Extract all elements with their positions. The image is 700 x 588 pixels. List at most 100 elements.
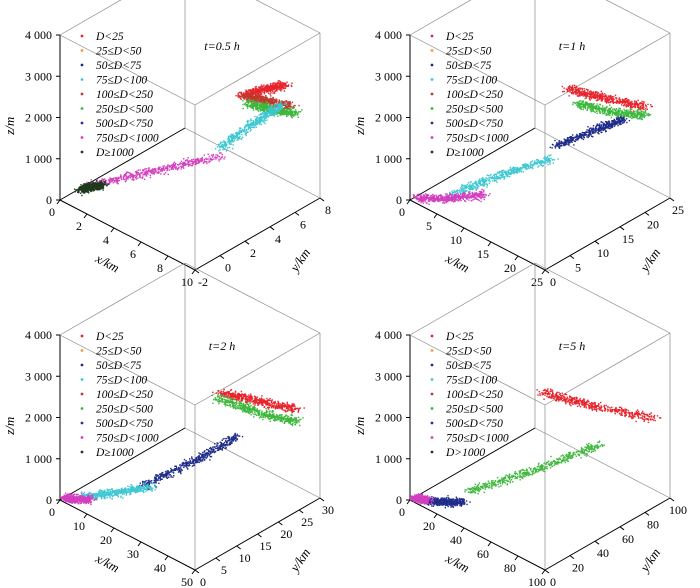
scatter-point — [588, 128, 591, 130]
scatter-point — [275, 103, 277, 106]
scatter-point — [634, 110, 636, 113]
scatter-point — [112, 177, 114, 180]
scatter-point — [89, 186, 92, 188]
scatter-point — [158, 172, 160, 174]
scatter-point — [254, 86, 257, 88]
scatter-point — [600, 108, 603, 111]
scatter-point — [274, 82, 276, 84]
scatter-point — [256, 104, 258, 107]
scatter-point — [618, 107, 620, 109]
scatter-point — [250, 106, 252, 108]
scatter-point — [253, 104, 256, 107]
scatter-point — [262, 88, 265, 90]
scatter-point — [253, 98, 255, 101]
scatter-point — [297, 111, 300, 113]
scatter-point — [175, 167, 177, 169]
axis-box-edge — [544, 197, 671, 271]
scatter-point — [220, 157, 222, 159]
scatter-point — [258, 119, 261, 121]
scatter-point — [621, 102, 623, 104]
scatter-point — [607, 113, 610, 115]
scatter-point — [589, 90, 592, 92]
scatter-point — [260, 123, 263, 126]
scatter-point — [289, 111, 291, 114]
scatter-point — [651, 105, 654, 108]
x-tick — [164, 255, 169, 261]
scatter-point — [609, 110, 612, 112]
scatter-point — [225, 144, 228, 147]
scatter-point — [636, 115, 638, 118]
scatter-point — [254, 121, 257, 123]
scatter-point — [577, 105, 579, 108]
scatter-point — [592, 128, 595, 131]
scatter-point — [299, 110, 302, 113]
scatter-point — [555, 142, 558, 144]
scatter-point — [272, 102, 274, 104]
scatter-point — [620, 104, 623, 106]
x-tick-label: 8 — [157, 261, 163, 275]
scatter-point — [605, 107, 607, 109]
scatter-point — [257, 96, 260, 98]
scatter-point — [599, 103, 601, 106]
scatter-point — [183, 164, 185, 167]
scatter-point — [282, 111, 284, 113]
scatter-point — [288, 104, 290, 107]
scatter-point — [221, 145, 224, 148]
scatter-point — [260, 96, 263, 98]
y-tick — [294, 211, 300, 216]
scatter-point — [149, 176, 152, 179]
scatter-point — [581, 90, 583, 93]
scatter-point — [592, 104, 594, 106]
scatter-point — [267, 107, 269, 109]
scatter-point — [282, 113, 285, 115]
scatter-point — [598, 107, 601, 109]
scatter-point — [261, 89, 263, 92]
legend-marker — [430, 92, 434, 96]
scatter-point — [258, 120, 260, 123]
y-tick-label: 0 — [225, 261, 231, 275]
scatter-point — [262, 99, 264, 101]
scatter-point — [91, 189, 93, 191]
scatter-point — [163, 169, 166, 171]
scatter-point — [594, 96, 597, 98]
scatter-point — [245, 90, 247, 92]
scatter-point — [275, 86, 277, 89]
scatter-point — [250, 122, 252, 124]
scatter-point — [254, 95, 256, 98]
scatter-point — [623, 114, 625, 116]
scatter-point — [237, 95, 239, 98]
scatter-point — [266, 96, 268, 99]
scatter-point — [256, 102, 258, 104]
scatter-point — [588, 97, 591, 99]
scatter-point — [255, 86, 257, 88]
scatter-point — [263, 92, 266, 95]
scatter-point — [167, 173, 169, 176]
scatter-point — [157, 172, 159, 174]
scatter-point — [582, 90, 584, 92]
scatter-point — [269, 93, 271, 95]
scatter-point — [260, 104, 262, 107]
y-axis-label: y/km — [636, 245, 664, 275]
scatter-point — [239, 92, 242, 94]
scatter-point — [583, 89, 586, 92]
scatter-point — [241, 95, 243, 98]
x-tick-label: 25 — [531, 275, 543, 289]
scatter-point — [584, 94, 586, 97]
scatter-point — [114, 179, 117, 182]
scatter-point — [631, 117, 633, 120]
scatter-point — [270, 108, 273, 110]
scatter-point — [151, 172, 154, 175]
scatter-point — [252, 121, 255, 123]
scatter-point — [273, 92, 276, 94]
scatter-point — [160, 173, 162, 175]
scatter-point — [571, 86, 574, 88]
scatter-point — [128, 172, 130, 174]
scatter-point — [180, 166, 183, 169]
scatter-point — [188, 160, 190, 162]
scatter-point — [597, 99, 599, 102]
scatter-point — [582, 108, 584, 111]
scatter-point — [186, 159, 189, 162]
scatter-point — [229, 136, 232, 138]
y-tick — [194, 269, 200, 274]
scatter-point — [289, 113, 291, 115]
